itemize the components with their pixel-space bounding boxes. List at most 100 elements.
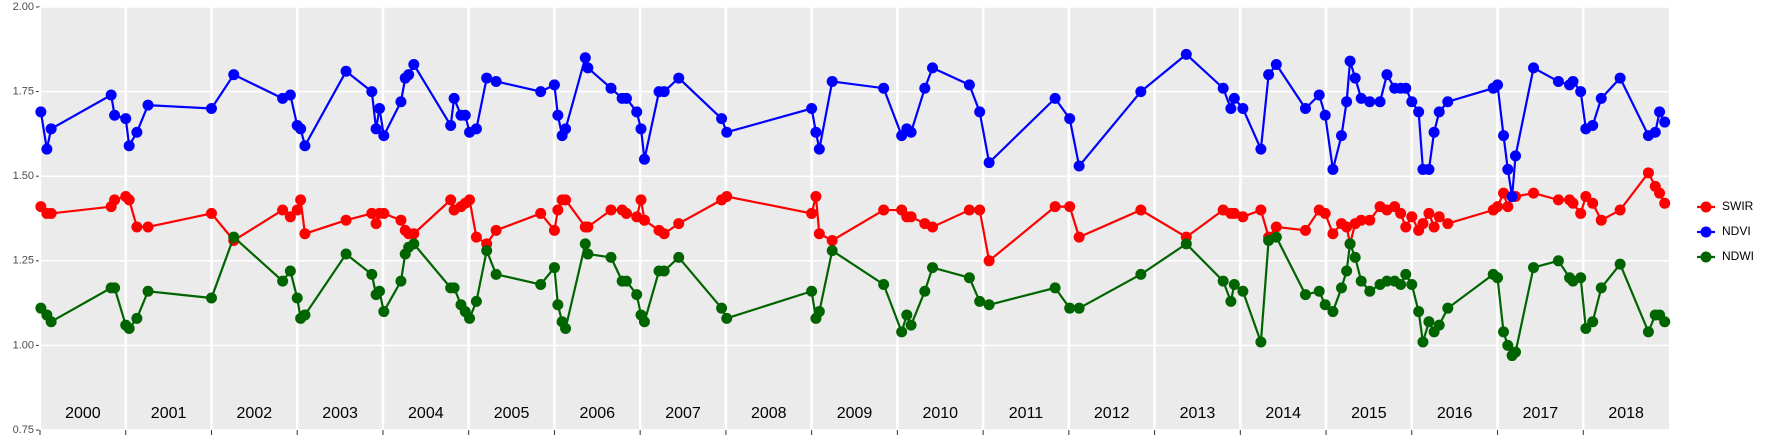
data-point xyxy=(927,62,939,74)
data-point xyxy=(1580,191,1592,203)
data-point xyxy=(1135,268,1147,280)
data-point xyxy=(395,275,407,287)
data-point xyxy=(408,228,420,240)
data-point xyxy=(1255,204,1267,216)
data-point xyxy=(1349,251,1361,263)
legend-label: NDWI xyxy=(1722,249,1754,263)
data-point xyxy=(974,295,986,307)
data-point xyxy=(291,292,303,304)
data-point xyxy=(673,251,685,263)
data-point xyxy=(1567,75,1579,87)
data-point xyxy=(378,130,390,142)
data-point xyxy=(1335,282,1347,294)
data-point xyxy=(919,82,931,94)
y-tick-label: 1.25 xyxy=(13,255,34,267)
data-point xyxy=(1341,96,1353,108)
data-point xyxy=(905,211,917,223)
data-point xyxy=(806,285,818,297)
x-tick-label: 2016 xyxy=(1437,405,1473,422)
data-point xyxy=(366,86,378,98)
data-point xyxy=(464,194,476,206)
data-point xyxy=(813,228,825,240)
x-tick-label: 2012 xyxy=(1094,405,1130,422)
data-point xyxy=(299,309,311,321)
data-point xyxy=(974,204,986,216)
legend-label: NDVI xyxy=(1722,224,1751,238)
data-point xyxy=(1349,72,1361,84)
data-point xyxy=(299,228,311,240)
data-point xyxy=(1228,207,1240,219)
data-point xyxy=(123,322,135,334)
data-point xyxy=(673,72,685,84)
data-point xyxy=(284,89,296,101)
data-point xyxy=(552,299,564,311)
data-point xyxy=(1395,278,1407,290)
data-point xyxy=(635,123,647,135)
data-point xyxy=(813,306,825,318)
data-point xyxy=(1255,336,1267,348)
data-point xyxy=(905,319,917,331)
data-point xyxy=(1567,197,1579,209)
data-point xyxy=(974,106,986,118)
data-point xyxy=(374,103,386,115)
data-point xyxy=(1400,82,1412,94)
data-point xyxy=(340,248,352,260)
data-point xyxy=(579,52,591,64)
data-point xyxy=(1406,278,1418,290)
data-point xyxy=(395,96,407,108)
data-point xyxy=(131,312,143,324)
data-point xyxy=(295,123,307,135)
x-tick-label: 2015 xyxy=(1351,405,1387,422)
data-point xyxy=(448,282,460,294)
data-point xyxy=(445,119,457,131)
data-point xyxy=(1319,109,1331,121)
data-point xyxy=(560,123,572,135)
x-tick-label: 2006 xyxy=(579,405,615,422)
data-point xyxy=(481,245,493,257)
legend-label: SWIR xyxy=(1722,199,1754,213)
data-point xyxy=(826,75,838,87)
data-point xyxy=(1270,59,1282,71)
data-point xyxy=(1659,116,1671,128)
data-point xyxy=(1073,231,1085,243)
y-tick-label: 0.75 xyxy=(13,424,34,436)
data-point xyxy=(1423,207,1435,219)
data-point xyxy=(490,75,502,87)
data-point xyxy=(1263,69,1275,81)
data-point xyxy=(620,275,632,287)
data-point xyxy=(1552,255,1564,267)
data-point xyxy=(481,72,493,84)
data-point xyxy=(1049,92,1061,104)
data-point xyxy=(1642,167,1654,179)
plot-panel xyxy=(40,7,1669,430)
data-point xyxy=(673,218,685,230)
x-tick-label: 2000 xyxy=(65,405,101,422)
data-point xyxy=(1064,302,1076,314)
data-point xyxy=(1064,113,1076,125)
data-point xyxy=(1374,96,1386,108)
data-point xyxy=(983,157,995,169)
data-point xyxy=(1355,92,1367,104)
data-point xyxy=(1580,322,1592,334)
data-point xyxy=(459,109,471,121)
data-point xyxy=(1400,221,1412,233)
data-point xyxy=(582,62,594,74)
data-point xyxy=(142,221,154,233)
data-point xyxy=(1073,302,1085,314)
data-point xyxy=(445,194,457,206)
data-point xyxy=(1595,92,1607,104)
data-point xyxy=(1614,204,1626,216)
data-point xyxy=(963,272,975,284)
data-point xyxy=(878,278,890,290)
data-point xyxy=(810,191,822,203)
data-point xyxy=(1073,160,1085,172)
data-point xyxy=(1364,285,1376,297)
data-point xyxy=(1355,275,1367,287)
x-tick-label: 2005 xyxy=(494,405,530,422)
data-point xyxy=(395,214,407,226)
data-point xyxy=(1319,207,1331,219)
data-point xyxy=(1049,282,1061,294)
data-point xyxy=(205,103,217,115)
data-point xyxy=(1400,268,1412,280)
